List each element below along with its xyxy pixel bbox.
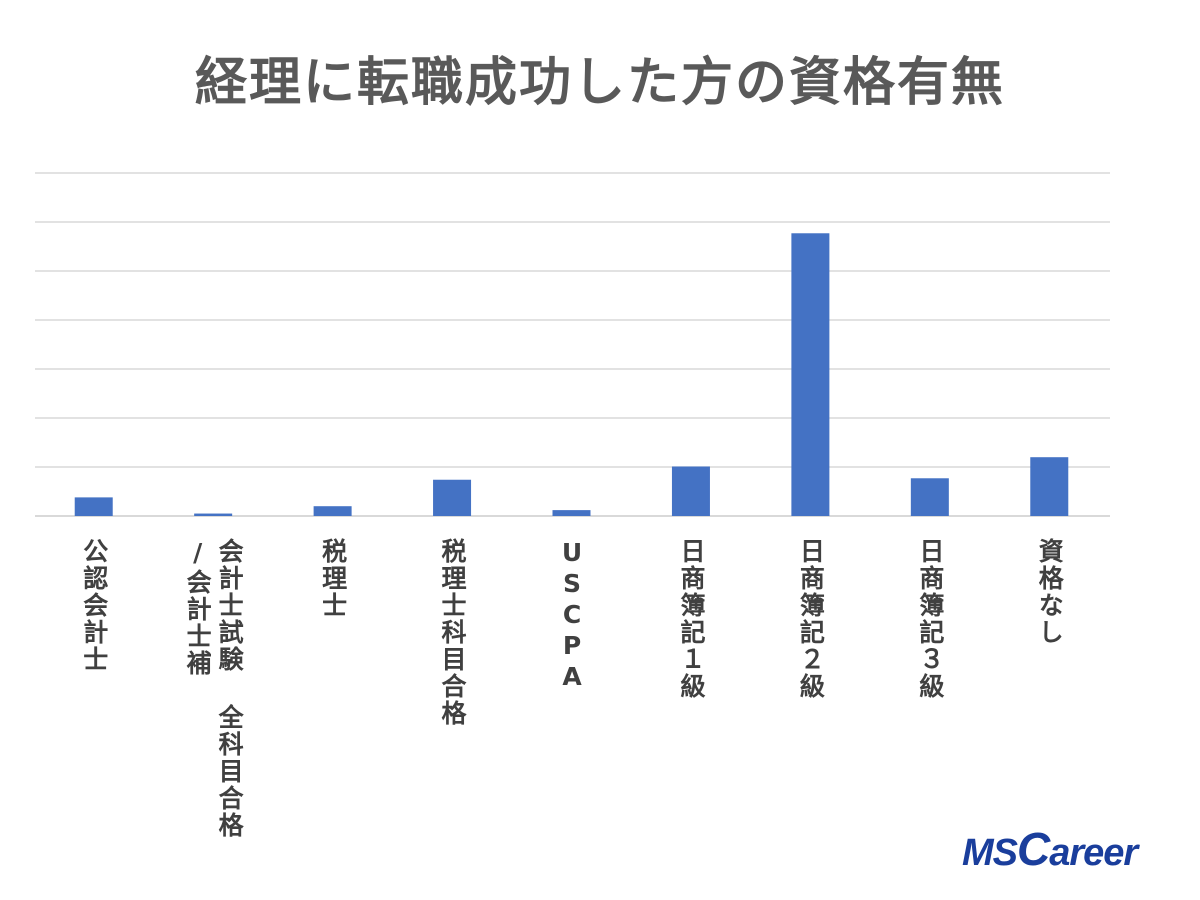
bar [433, 479, 472, 516]
category-label: 日商簿記２級 [796, 538, 826, 700]
bars [74, 233, 1069, 516]
bar [74, 497, 113, 516]
bar [910, 478, 949, 516]
bar [791, 233, 830, 516]
category-label: 資格なし [1035, 538, 1065, 646]
category-label: 公認会計士 [79, 538, 109, 673]
category-label: 会計士試験 全科目合格 /会計士補 [183, 538, 245, 839]
category-label: USCPA [557, 538, 587, 693]
bar [552, 510, 591, 516]
category-label: 税理士科目合格 [438, 538, 468, 727]
gridlines [35, 172, 1110, 517]
bar [1030, 457, 1069, 516]
bar [671, 466, 710, 516]
mscareer-logo: MSCareer [962, 823, 1138, 875]
bar [194, 513, 233, 516]
category-label: 日商簿記１級 [676, 538, 706, 700]
chart-title: 経理に転職成功した方の資格有無 [194, 53, 1005, 113]
bar [313, 506, 352, 516]
category-label: 日商簿記３級 [915, 538, 945, 700]
category-label: 税理士 [318, 538, 348, 619]
